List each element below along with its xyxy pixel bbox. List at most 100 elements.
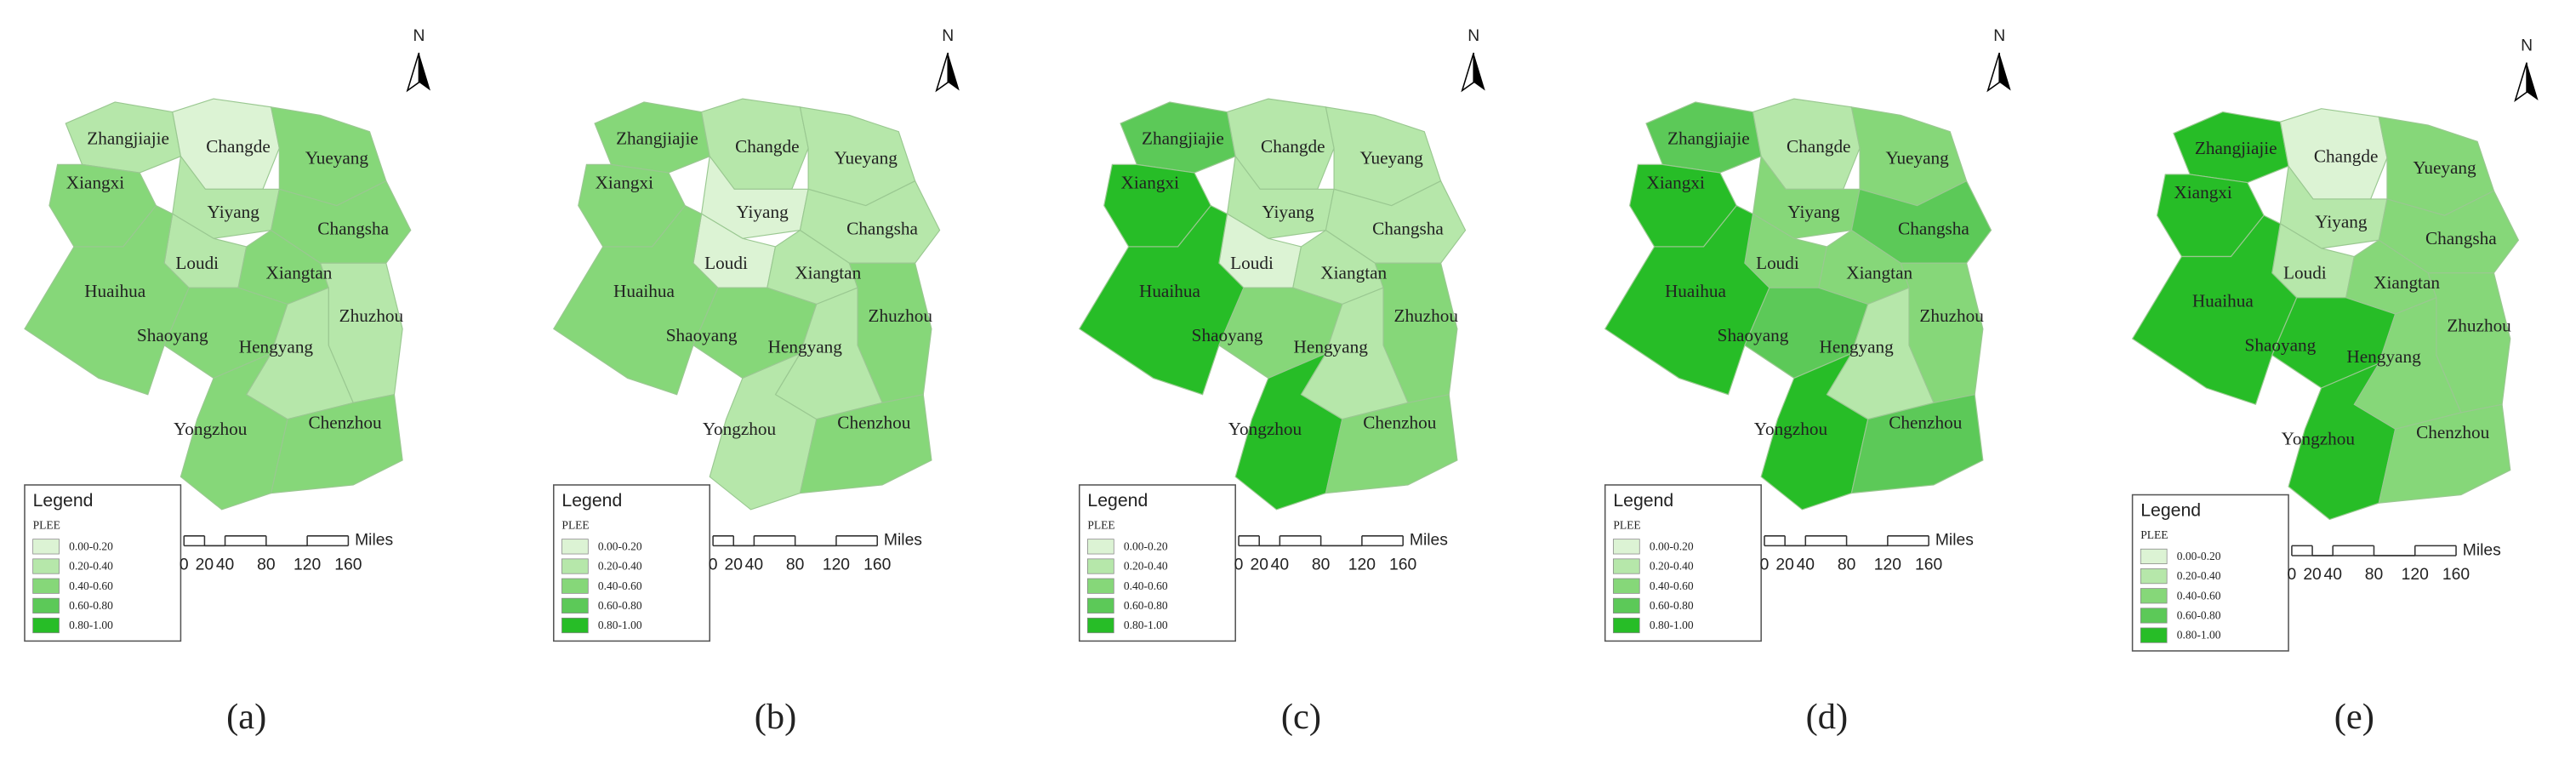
city-label: Zhangjiajie: [616, 128, 698, 148]
city-label: Yueyang: [835, 147, 898, 168]
city-label: Shaoyang: [137, 325, 208, 345]
north-label: N: [413, 27, 425, 45]
scale-label: 80: [257, 556, 275, 574]
city-label: Hengyang: [2346, 346, 2421, 367]
scale-label: 160: [1389, 556, 1416, 574]
scale-label: 160: [863, 556, 891, 574]
legend-swatch: [2140, 627, 2168, 643]
legend-label: 0.80-1.00: [69, 619, 113, 631]
legend-label: 0.20-0.40: [1124, 560, 1168, 573]
scale-label: 120: [823, 556, 850, 574]
legend-label: 0.40-0.60: [2177, 589, 2221, 602]
city-label: Yongzhou: [1228, 419, 1302, 439]
city-label: Loudi: [1756, 253, 1799, 273]
legend-label: 0.40-0.60: [1650, 579, 1694, 592]
city-label: Changsha: [846, 218, 918, 238]
city-label: Yiyang: [2315, 212, 2368, 232]
scale-label: 20: [196, 556, 214, 574]
city-label: Changsha: [317, 218, 389, 238]
legend-swatch: [561, 539, 589, 555]
city-label: Xiangxi: [1647, 172, 1706, 192]
scale-label: 20: [1775, 556, 1793, 574]
legend-label: 0.00-0.20: [2177, 550, 2221, 562]
city-label: Changde: [735, 136, 799, 157]
map-panel: Zhangjiajie Changde Yueyang Xiangxi Yiyang Ch…: [24, 27, 430, 737]
city-label: Hengyang: [1820, 337, 1895, 357]
scale-label: 120: [1874, 556, 1901, 574]
legend-swatch: [1612, 597, 1640, 613]
legend-label: 0.00-0.20: [1124, 539, 1168, 552]
scale-label: 80: [1838, 556, 1855, 574]
legend-label: 0.00-0.20: [69, 539, 113, 552]
city-label: Hengyang: [239, 337, 314, 357]
panel-label: (e): [2334, 697, 2374, 737]
city-label: Changde: [206, 136, 270, 157]
legend-swatch: [561, 617, 589, 634]
city-label: Changsha: [1898, 218, 1969, 238]
city-label: Chenzhou: [837, 412, 910, 432]
north-arrow: [935, 52, 949, 93]
legend-swatch: [32, 597, 60, 613]
panel-label: (a): [226, 697, 266, 737]
north-arrow: [2514, 62, 2528, 103]
legend-title: Legend: [561, 490, 622, 511]
legend-field: PLEE: [33, 518, 60, 531]
city-label: Yiyang: [736, 202, 789, 222]
city-label: Yueyang: [1360, 147, 1424, 168]
legend-label: 0.00-0.20: [598, 539, 642, 552]
city-label: Changde: [2314, 146, 2378, 167]
legend-label: 0.20-0.40: [1650, 560, 1694, 573]
city-label: Huaihua: [613, 281, 675, 301]
city-label: Changde: [1787, 136, 1850, 157]
scale-label: 80: [1312, 556, 1330, 574]
legend-title: Legend: [1087, 490, 1148, 511]
north-arrow: [1999, 53, 2011, 91]
city-label: Zhuzhou: [339, 305, 404, 326]
legend-label: 0.40-0.60: [1124, 579, 1168, 592]
city-label: Xiangxi: [66, 172, 125, 192]
legend-label: 0.80-1.00: [2177, 629, 2221, 642]
city-label: Chenzhou: [1889, 412, 1962, 432]
scale-unit: Miles: [2463, 541, 2501, 559]
city-label: Yiyang: [1787, 202, 1840, 222]
region: [270, 394, 403, 494]
scale-unit: Miles: [1935, 532, 1974, 550]
city-label: Changsha: [1372, 218, 1444, 238]
region: [799, 394, 932, 494]
legend-swatch: [1087, 558, 1114, 574]
legend-swatch: [32, 558, 60, 574]
city-label: Zhuzhou: [1919, 305, 1984, 326]
city-label: Loudi: [1230, 253, 1274, 273]
city-label: Yongzhou: [174, 419, 248, 439]
city-label: Shaoyang: [1718, 325, 1789, 345]
city-label: Loudi: [2283, 263, 2327, 283]
city-label: Changde: [1261, 136, 1325, 157]
city-label: Huaihua: [1665, 281, 1727, 301]
city-label: Shaoyang: [666, 325, 738, 345]
city-label: Xiangxi: [2174, 182, 2232, 203]
panel-label: (b): [755, 697, 797, 737]
legend-label: 0.80-1.00: [598, 619, 642, 631]
legend-swatch: [2140, 568, 2168, 585]
legend-swatch: [32, 539, 60, 555]
north-arrow: [1473, 53, 1485, 91]
city-label: Yueyang: [2413, 157, 2476, 178]
scale-label: 0: [1760, 556, 1770, 574]
legend-swatch: [2140, 608, 2168, 624]
north-label: N: [1468, 27, 1479, 45]
legend-swatch: [1612, 578, 1640, 594]
legend-label: 0.60-0.80: [598, 599, 642, 612]
north-label: N: [942, 27, 954, 45]
legend-label: 0.00-0.20: [1650, 539, 1694, 552]
scale-unit: Miles: [355, 532, 393, 550]
city-label: Loudi: [704, 253, 748, 273]
legend-label: 0.80-1.00: [1650, 619, 1694, 631]
legend-swatch: [1087, 578, 1114, 594]
scale-label: 0: [709, 556, 718, 574]
city-label: Yiyang: [1262, 202, 1314, 222]
city-label: Zhangjiajie: [87, 128, 169, 148]
north-arrow: [1986, 52, 2000, 93]
scale-label: 40: [216, 556, 234, 574]
city-label: Chenzhou: [2416, 422, 2489, 442]
city-label: Hengyang: [1294, 337, 1369, 357]
